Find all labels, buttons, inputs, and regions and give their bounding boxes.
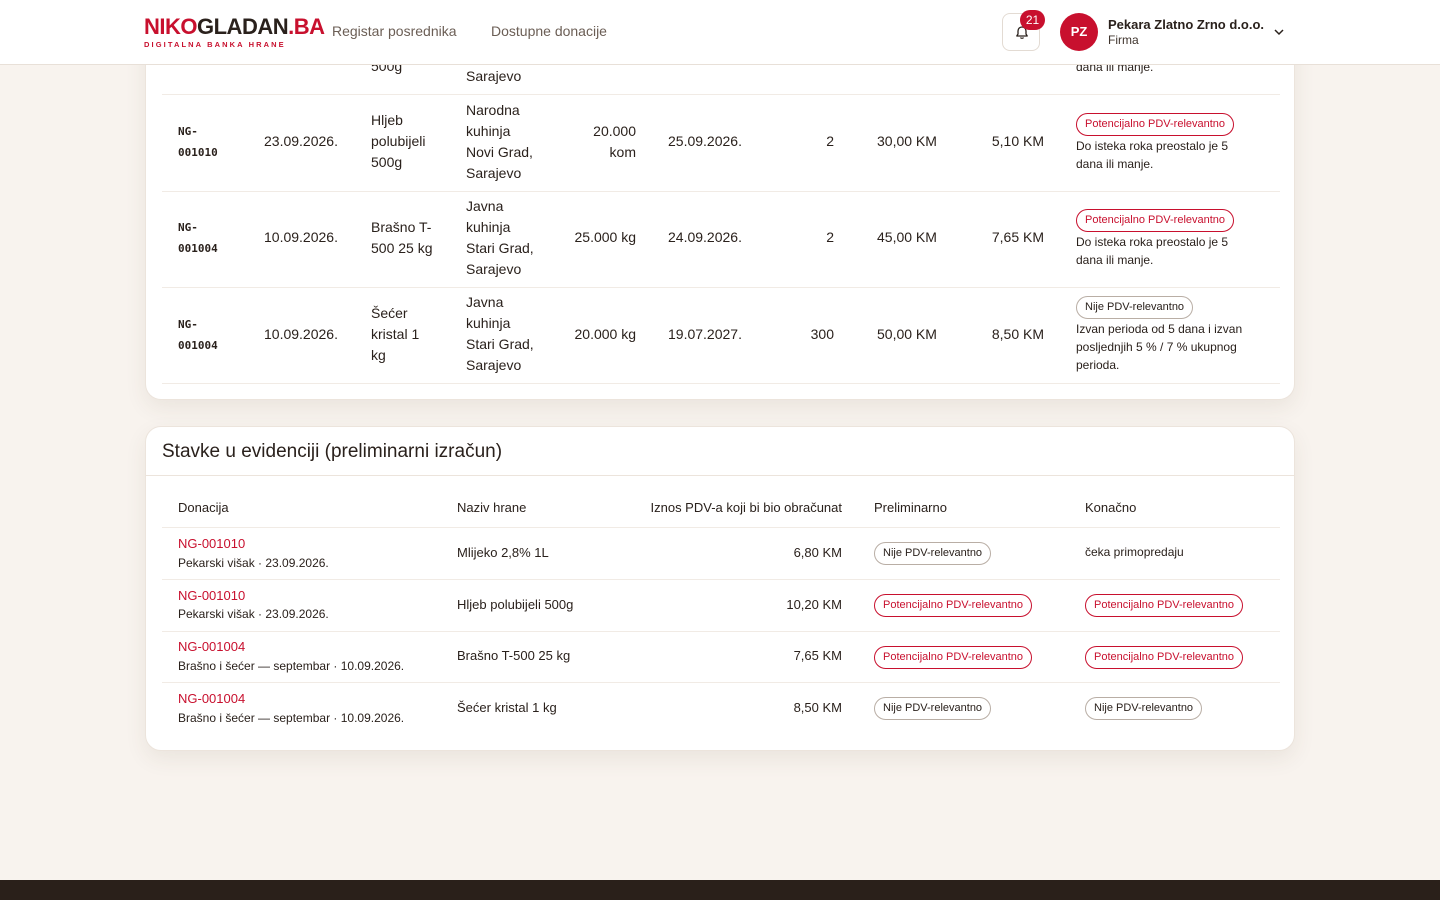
chevron-down-icon[interactable] <box>1273 27 1285 37</box>
top-navbar: NIKOGLADAN.BA DIGITALNA BANKA HRANE Regi… <box>0 0 1440 65</box>
nav-dostupne-donacije[interactable]: Dostupne donacije <box>491 23 607 39</box>
food-name: Hljeb polubijeli 500g <box>457 597 574 612</box>
partial-row-recipient: Sarajevo <box>466 68 522 84</box>
donation-link[interactable]: NG-001010 <box>178 588 246 603</box>
row-divider <box>162 631 1280 632</box>
expiry-date: 24.09.2026. <box>668 229 742 245</box>
donation-id[interactable]: NG- 001004 <box>178 318 218 352</box>
row-divider <box>162 579 1280 580</box>
donations-table-card: 500g Sarajevo dana ili manje. NG- 001010… <box>145 30 1295 400</box>
quantity: 20.000 kg <box>574 326 637 342</box>
days-left: 2 <box>826 229 834 245</box>
status-note: Do isteka roka preostalo je 5 dana ili m… <box>1076 235 1229 267</box>
price: 50,00 KM <box>877 326 937 342</box>
notification-count-badge: 21 <box>1020 10 1045 30</box>
column-header-iznos-pdv: Iznos PDV-a koji bi bio obračunat <box>650 500 843 515</box>
column-header-donacija: Donacija <box>178 500 229 515</box>
logo[interactable]: NIKOGLADAN.BA DIGITALNA BANKA HRANE <box>144 14 325 50</box>
footer <box>0 880 1440 900</box>
food-name: Brašno T-500 25 kg <box>457 648 571 663</box>
donation-date: 10.09.2026. <box>264 229 338 245</box>
price: 30,00 KM <box>877 133 937 149</box>
nav-registar-posrednika[interactable]: Registar posrednika <box>332 23 457 39</box>
column-header-preliminarno: Preliminarno <box>874 500 947 515</box>
donation-date: 10.09.2026. <box>264 326 338 342</box>
preliminary-badge: Nije PDV-relevantno <box>874 697 992 720</box>
notifications-button[interactable]: 21 <box>1002 10 1045 51</box>
status-badge: Potencijalno PDV-relevantno <box>1076 113 1235 136</box>
vat-amount: 7,65 KM <box>793 648 842 663</box>
row-divider <box>162 94 1280 95</box>
final-badge: Potencijalno PDV-relevantno <box>1085 646 1244 669</box>
recipient: Javna kuhinja Stari Grad, Sarajevo <box>466 294 534 373</box>
donation-link[interactable]: NG-001004 <box>178 639 246 654</box>
donation-subtitle: Pekarski višak · 23.09.2026. <box>178 607 329 621</box>
recipient: Narodna kuhinja Novi Grad, Sarajevo <box>466 102 533 181</box>
final-badge: Nije PDV-relevantno <box>1085 697 1203 720</box>
avatar[interactable]: PZ <box>1060 13 1098 51</box>
recipient: Javna kuhinja Stari Grad, Sarajevo <box>466 198 534 277</box>
row-divider <box>162 682 1280 683</box>
vat-amount: 6,80 KM <box>793 545 842 560</box>
food-name: Brašno T- 500 25 kg <box>371 219 433 256</box>
divider <box>146 475 1294 476</box>
vat-amount: 7,65 KM <box>991 229 1044 245</box>
status-badge: Nije PDV-relevantno <box>1076 296 1194 319</box>
status-badge: Potencijalno PDV-relevantno <box>1076 209 1235 232</box>
logo-wordmark: NIKOGLADAN.BA <box>144 14 325 39</box>
evidence-card: Stavke u evidenciji (preliminarni izraču… <box>145 426 1295 751</box>
column-header-konacno: Konačno <box>1085 500 1137 515</box>
price: 45,00 KM <box>877 229 937 245</box>
donation-subtitle: Pekarski višak · 23.09.2026. <box>178 556 329 570</box>
vat-amount: 8,50 KM <box>793 700 842 715</box>
user-name[interactable]: Pekara Zlatno Zrno d.o.o. <box>1108 17 1265 32</box>
expiry-date: 25.09.2026. <box>668 133 742 149</box>
donation-id[interactable]: NG- 001004 <box>178 221 218 255</box>
row-divider <box>162 191 1280 192</box>
logo-tagline: DIGITALNA BANKA HRANE <box>144 40 286 49</box>
food-name: Šećer kristal 1 kg <box>457 700 557 715</box>
status-note: Do isteka roka preostalo je 5 dana ili m… <box>1076 139 1229 171</box>
final-status: čeka primopredaju <box>1085 545 1184 559</box>
column-header-naziv-hrane: Naziv hrane <box>457 500 527 515</box>
food-name: Hljeb polubijeli 500g <box>371 112 426 170</box>
row-divider <box>162 527 1280 528</box>
preliminary-badge: Potencijalno PDV-relevantno <box>874 594 1033 617</box>
quantity: 20.000 kom <box>593 123 636 160</box>
quantity: 25.000 kg <box>574 229 637 245</box>
food-name: Mlijeko 2,8% 1L <box>457 545 549 560</box>
donation-subtitle: Brašno i šećer — septembar · 10.09.2026. <box>178 711 405 725</box>
row-divider <box>162 287 1280 288</box>
vat-amount: 10,20 KM <box>786 597 842 612</box>
row-divider <box>162 383 1280 384</box>
donation-link[interactable]: NG-001010 <box>178 536 246 551</box>
final-badge: Potencijalno PDV-relevantno <box>1085 594 1244 617</box>
vat-amount: 5,10 KM <box>991 133 1044 149</box>
donation-link[interactable]: NG-001004 <box>178 691 246 706</box>
donation-subtitle: Brašno i šećer — septembar · 10.09.2026. <box>178 659 405 673</box>
days-left: 2 <box>826 133 834 149</box>
expiry-date: 19.07.2027. <box>668 326 742 342</box>
card-title: Stavke u evidenciji (preliminarni izraču… <box>162 441 503 462</box>
days-left: 300 <box>810 326 834 342</box>
status-note: Izvan perioda od 5 dana i izvan posljedn… <box>1076 322 1243 372</box>
donation-date: 23.09.2026. <box>264 133 338 149</box>
vat-amount: 8,50 KM <box>991 326 1044 342</box>
food-name: Šećer kristal 1 kg <box>371 305 420 363</box>
donation-id[interactable]: NG- 001010 <box>178 125 218 159</box>
preliminary-badge: Nije PDV-relevantno <box>874 542 992 565</box>
user-role: Firma <box>1108 33 1139 47</box>
preliminary-badge: Potencijalno PDV-relevantno <box>874 646 1033 669</box>
